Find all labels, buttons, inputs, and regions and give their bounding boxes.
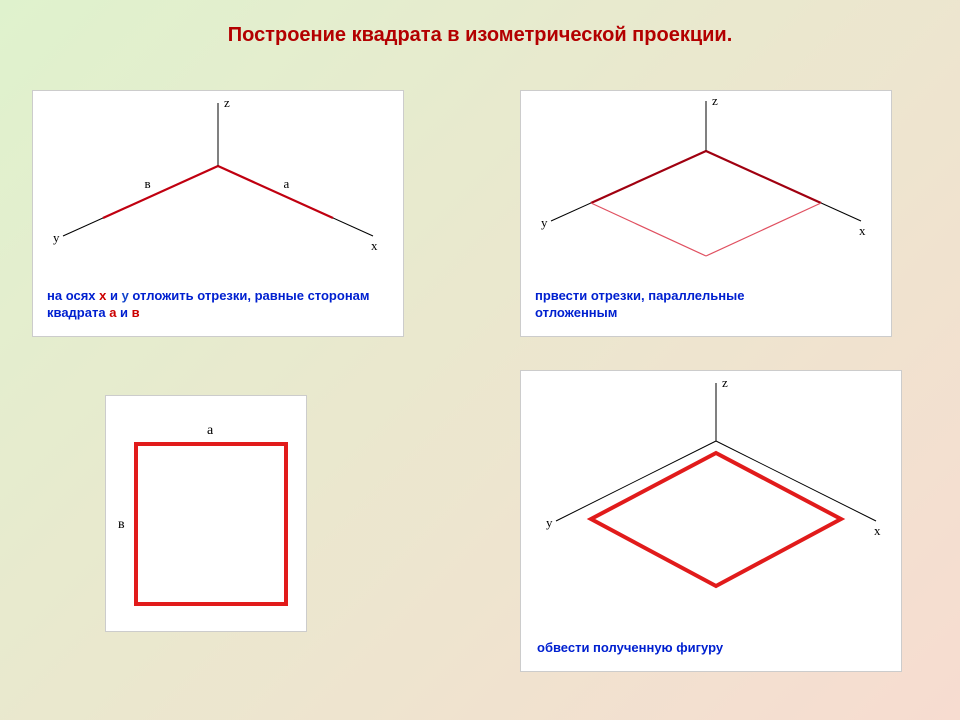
page-title: Построение квадрата в изометрической про… xyxy=(0,24,960,47)
svg-text:в: в xyxy=(118,517,125,532)
caption-step1: на осях x и y отложить отрезки, равные с… xyxy=(47,287,389,322)
caption-line2: отложенным xyxy=(535,305,617,320)
svg-text:в: в xyxy=(145,176,151,191)
svg-text:z: z xyxy=(224,95,230,110)
svg-text:x: x xyxy=(371,238,378,253)
panel-step2: z x y првести отрезки, параллельные отложе… xyxy=(520,90,892,337)
diagram-step1: z x y a в xyxy=(33,91,403,271)
caption-line1: првести отрезки, параллельные xyxy=(535,288,744,303)
svg-text:z: z xyxy=(712,93,718,108)
highlight-b: в xyxy=(132,305,140,320)
svg-text:x: x xyxy=(859,223,866,238)
caption-text: и xyxy=(106,288,121,303)
svg-text:a: a xyxy=(284,176,290,191)
svg-text:z: z xyxy=(722,375,728,390)
panel-square: aв xyxy=(105,395,307,632)
caption-text: и xyxy=(116,305,131,320)
svg-text:y: y xyxy=(546,515,553,530)
panel-step3: z x y обвести полученную фигуру xyxy=(520,370,902,672)
svg-text:y: y xyxy=(541,215,548,230)
svg-text:y: y xyxy=(53,230,60,245)
svg-text:a: a xyxy=(207,423,214,438)
highlight-y: y xyxy=(122,288,129,303)
diagram-square: aв xyxy=(106,396,306,631)
diagram-step3: z x y xyxy=(521,371,901,626)
caption-step2: првести отрезки, параллельные отложенным xyxy=(535,287,877,322)
diagram-step2: z x y xyxy=(521,91,891,281)
panel-step1: z x y a в на осях x и y отложить отрезки, ра… xyxy=(32,90,404,337)
slide-content: Построение квадрата в изометрической про… xyxy=(0,0,960,720)
caption-text: на осях xyxy=(47,288,99,303)
svg-text:x: x xyxy=(874,523,881,538)
caption-step3: обвести полученную фигуру xyxy=(537,639,723,657)
